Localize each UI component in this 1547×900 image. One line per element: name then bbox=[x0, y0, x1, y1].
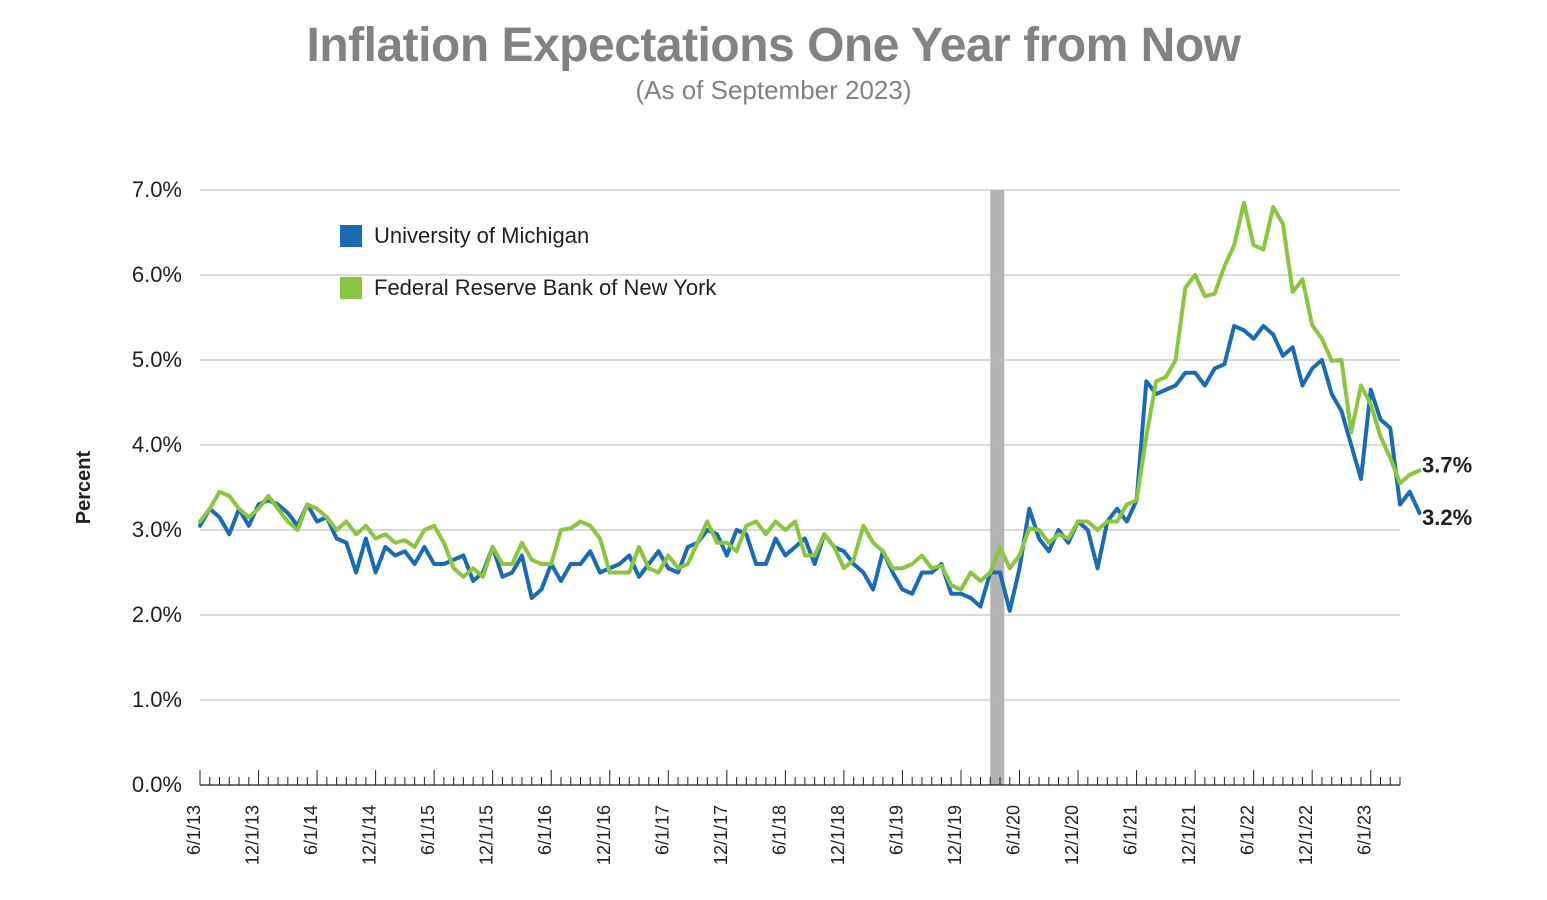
x-tick-label: 6/1/20 bbox=[1004, 805, 1024, 855]
end-label-umich: 3.2% bbox=[1422, 505, 1472, 530]
y-tick-label: 4.0% bbox=[132, 432, 182, 457]
chart-svg: 0.0% 1.0% 2.0% 3.0% 4.0% 5.0% 6.0% 7.0% Percent 6… bbox=[0, 0, 1547, 900]
x-tick-label: 12/1/18 bbox=[828, 805, 848, 865]
x-tick-label: 6/1/21 bbox=[1121, 805, 1141, 855]
y-tick-label: 2.0% bbox=[132, 602, 182, 627]
y-tick-label: 0.0% bbox=[132, 772, 182, 797]
x-tick-label: 6/1/14 bbox=[301, 805, 321, 855]
x-tick-label: 12/1/13 bbox=[243, 805, 263, 865]
y-tick-label: 7.0% bbox=[132, 177, 182, 202]
x-tick-label: 6/1/13 bbox=[184, 805, 204, 855]
y-tick-label: 6.0% bbox=[132, 262, 182, 287]
y-tick-label: 3.0% bbox=[132, 517, 182, 542]
x-tick-label: 6/1/22 bbox=[1238, 805, 1258, 855]
x-tick-label: 12/1/16 bbox=[594, 805, 614, 865]
x-tick-label: 12/1/17 bbox=[711, 805, 731, 865]
x-tick-label: 6/1/23 bbox=[1355, 805, 1375, 855]
series-line bbox=[200, 326, 1420, 611]
series-line bbox=[200, 203, 1420, 590]
legend-label: University of Michigan bbox=[374, 223, 589, 248]
legend-swatch bbox=[340, 225, 362, 247]
x-tick-label: 12/1/21 bbox=[1179, 805, 1199, 865]
x-tick-label: 12/1/15 bbox=[477, 805, 497, 865]
x-tick-label: 6/1/18 bbox=[769, 805, 789, 855]
y-axis-label: Percent bbox=[73, 450, 95, 524]
end-label-frbny: 3.7% bbox=[1422, 453, 1472, 478]
x-tick-label: 12/1/22 bbox=[1296, 805, 1316, 865]
legend-swatch bbox=[340, 277, 362, 299]
recession-band bbox=[990, 190, 1004, 785]
x-tick-label: 6/1/15 bbox=[418, 805, 438, 855]
x-tick-label: 12/1/19 bbox=[945, 805, 965, 865]
x-tick-label: 12/1/14 bbox=[360, 805, 380, 865]
x-tick-label: 6/1/16 bbox=[535, 805, 555, 855]
legend-label: Federal Reserve Bank of New York bbox=[374, 275, 717, 300]
x-tick-label: 6/1/19 bbox=[886, 805, 906, 855]
x-tick-label: 12/1/20 bbox=[1062, 805, 1082, 865]
y-tick-label: 1.0% bbox=[132, 687, 182, 712]
x-tick-label: 6/1/17 bbox=[652, 805, 672, 855]
y-tick-label: 5.0% bbox=[132, 347, 182, 372]
